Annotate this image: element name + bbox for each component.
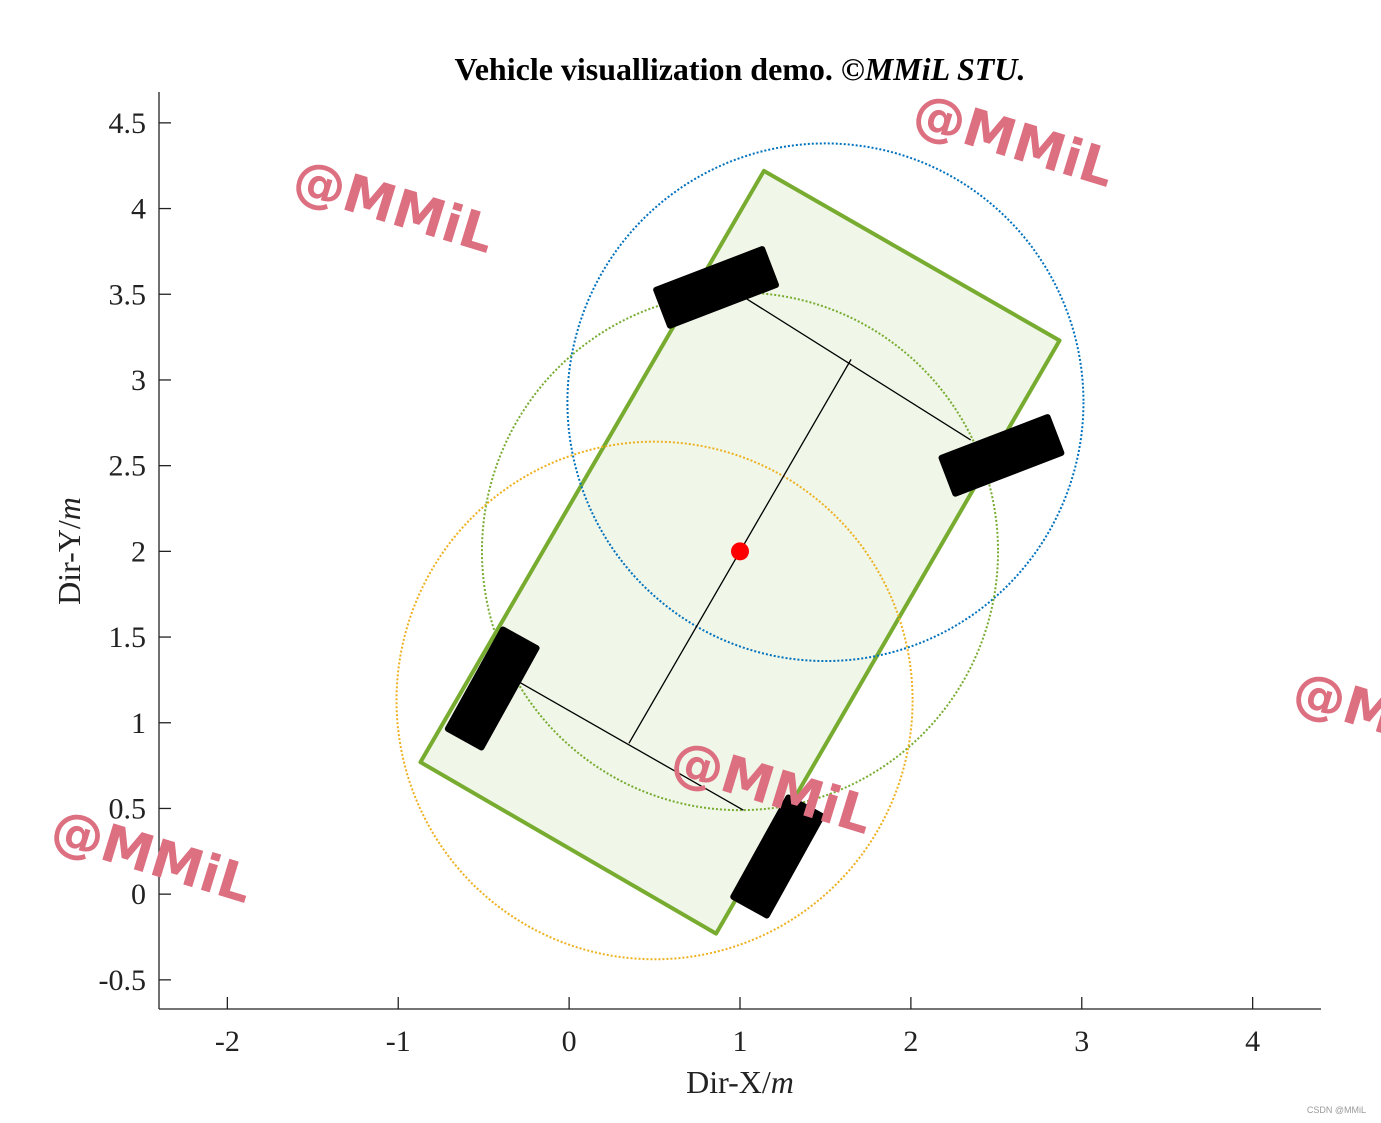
- watermark: @MMiL: [906, 82, 1121, 200]
- y-axis-label: Dir-Y/m: [51, 497, 87, 605]
- y-tick-label: 2.5: [109, 450, 147, 483]
- y-tick-label: 1.5: [109, 621, 147, 654]
- data-layer: [395, 142, 1085, 961]
- y-axis-label-text: Dir-Y/: [51, 520, 87, 605]
- wheel: [730, 794, 825, 919]
- watermark: @MMiL: [44, 798, 259, 916]
- x-axis-label-unit: m: [771, 1064, 794, 1100]
- center-point: [731, 542, 749, 561]
- x-tick-label: 0: [562, 1025, 577, 1058]
- y-tick-label: 3.5: [109, 278, 147, 311]
- y-tick-label: 0: [131, 878, 146, 911]
- x-tick-label: 4: [1245, 1025, 1260, 1058]
- watermark: @MMiL: [286, 148, 501, 266]
- chart-title-main: Vehicle visuallization demo.: [455, 51, 833, 87]
- x-axis-label-text: Dir-X/: [686, 1064, 771, 1100]
- wheel: [444, 626, 540, 751]
- x-tick-label: 2: [903, 1025, 918, 1058]
- x-axis-label: Dir-X/m: [686, 1064, 794, 1100]
- front-axle-line: [736, 291, 972, 441]
- y-tick-label: 2: [131, 535, 146, 568]
- x-tick-label: 1: [733, 1025, 748, 1058]
- watermark: @MMiL: [1286, 660, 1381, 778]
- x-tick-label: 3: [1074, 1025, 1089, 1058]
- y-tick-label: 0.5: [109, 792, 147, 825]
- chart-title-suffix: ©MMiL STU.: [841, 51, 1026, 87]
- credit-text: CSDN @MMiL: [1307, 1105, 1366, 1115]
- wheel: [938, 414, 1065, 497]
- y-tick-label: -0.5: [99, 964, 147, 997]
- rear-axle-line: [508, 675, 744, 811]
- clearance-circle: [566, 142, 1085, 663]
- y-tick-label: 4.5: [109, 107, 147, 140]
- x-tick-label: -1: [386, 1025, 411, 1058]
- y-tick-label: 1: [131, 707, 146, 740]
- axes-layer: -2 -1 0 1 2 3 4 -0.5 0 0.5 1 1.5 2 2.5 3 3.5 4 4.5: [99, 92, 1321, 1058]
- wheel: [653, 246, 779, 329]
- y-tick-label: 3: [131, 364, 146, 397]
- y-axis-label-unit: m: [51, 497, 87, 520]
- y-tick-label: 4: [131, 193, 146, 226]
- clearance-circle: [395, 440, 914, 961]
- chart-title: Vehicle visuallization demo. ©MMiL STU.: [455, 51, 1026, 87]
- x-tick-label: -2: [215, 1025, 240, 1058]
